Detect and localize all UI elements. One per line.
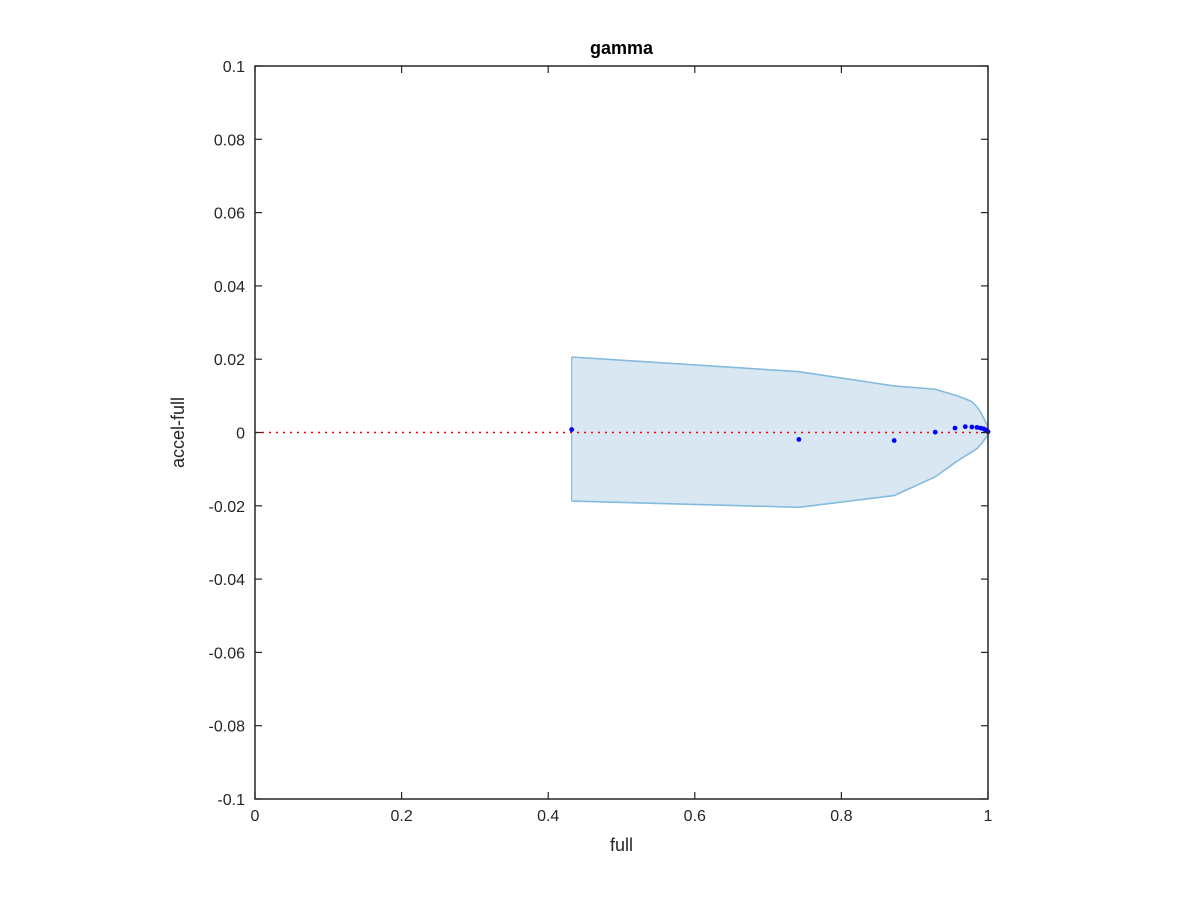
data-point — [969, 424, 975, 430]
data-point — [952, 425, 958, 431]
y-axis-label: accel-full — [168, 397, 188, 468]
x-tick-labels: 0 0.2 0.4 0.6 0.8 1 — [251, 808, 993, 825]
y-tick-labels: -0.1 -0.08 -0.06 -0.04 -0.02 0 0.02 0.04 0.06 0.0… — [209, 59, 246, 809]
confidence-band-upper-line — [571, 356, 989, 428]
y-tick-label: 0.1 — [223, 59, 245, 76]
y-tick-label: -0.02 — [209, 499, 246, 516]
ticks-layer — [254, 65, 989, 800]
y-tick-label: -0.04 — [209, 572, 246, 589]
data-point — [932, 429, 938, 435]
y-tick-label: -0.08 — [209, 719, 246, 736]
y-tick-label: 0.08 — [214, 132, 245, 149]
y-tick-label: -0.06 — [209, 645, 246, 662]
data-point — [891, 438, 897, 443]
confidence-band-lower-line — [571, 434, 989, 509]
data-point — [796, 437, 802, 442]
y-tick-label: 0 — [236, 426, 245, 443]
x-tick-label: 0.4 — [537, 808, 559, 825]
x-tick-label: 0.8 — [830, 808, 852, 825]
y-tick-label: 0.02 — [214, 352, 245, 369]
x-tick-label: 0 — [251, 808, 260, 825]
chart-title: gamma — [590, 38, 654, 58]
data-point — [962, 424, 968, 430]
data-point — [974, 424, 980, 430]
data-point — [569, 427, 575, 432]
x-tick-label: 0.2 — [390, 808, 412, 825]
y-tick-label: 0.04 — [214, 279, 245, 296]
x-axis-label: full — [610, 835, 633, 855]
confidence-band-fill — [571, 357, 988, 508]
x-tick-label: 1 — [984, 808, 993, 825]
x-tick-label: 0.6 — [684, 808, 706, 825]
y-tick-label: 0.06 — [214, 206, 245, 223]
y-tick-label: -0.1 — [217, 792, 245, 809]
